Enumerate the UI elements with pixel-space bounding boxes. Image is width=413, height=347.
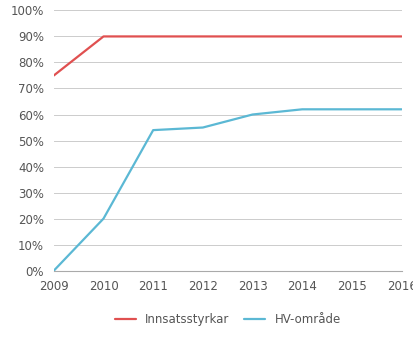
Line: Innsatsstyrkar: Innsatsstyrkar — [54, 36, 401, 76]
HV-område — [150, 128, 155, 132]
HV-område — [349, 107, 354, 111]
Innsatsstyrkar — [200, 34, 205, 39]
HV-område — [249, 112, 254, 117]
HV-område — [398, 107, 403, 111]
Innsatsstyrkar — [398, 34, 403, 39]
Innsatsstyrkar — [51, 74, 56, 78]
HV-område — [299, 107, 304, 111]
HV-område — [200, 126, 205, 130]
Innsatsstyrkar — [150, 34, 155, 39]
Innsatsstyrkar — [249, 34, 254, 39]
Line: HV-område: HV-område — [54, 109, 401, 271]
HV-område — [51, 269, 56, 273]
Innsatsstyrkar — [299, 34, 304, 39]
Innsatsstyrkar — [349, 34, 354, 39]
Legend: Innsatsstyrkar, HV-område: Innsatsstyrkar, HV-område — [114, 313, 340, 326]
HV-område — [101, 217, 106, 221]
Innsatsstyrkar — [101, 34, 106, 39]
